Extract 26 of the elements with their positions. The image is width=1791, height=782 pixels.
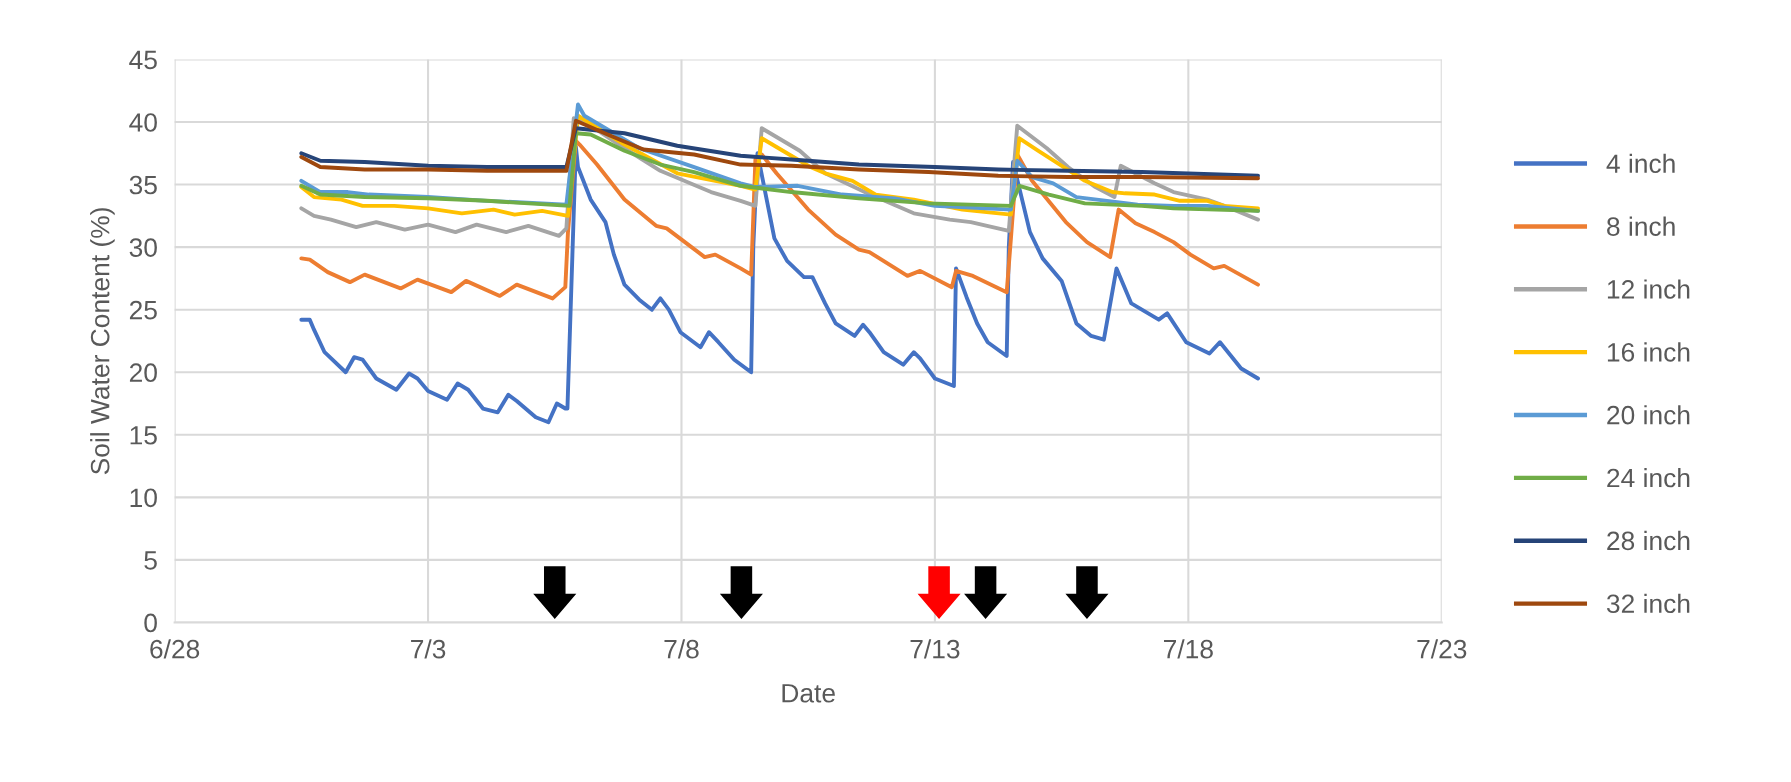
y-axis-title: Soil Water Content (%)	[90, 208, 115, 475]
y-tick-label: 10	[130, 488, 157, 508]
y-tick-label: 30	[129, 238, 157, 257]
x-tick-label: 7/23	[1417, 639, 1467, 659]
x-tick-label: 6/28	[150, 639, 200, 659]
y-tick-label: 20	[129, 363, 157, 383]
legend-label: 20 inch	[1607, 405, 1690, 425]
y-tick-label: 5	[144, 551, 157, 570]
y-tick-label: 25	[129, 300, 157, 320]
y-tick-label: 40	[129, 113, 157, 132]
x-tick-label: 7/13	[910, 639, 960, 659]
y-tick-label: 15	[130, 426, 157, 445]
x-tick-label: 7/18	[1164, 639, 1213, 659]
y-tick-label: 0	[144, 613, 157, 633]
y-tick-label: 45	[129, 50, 157, 70]
legend-label: 8 inch	[1607, 216, 1675, 236]
legend-label: 28 inch	[1607, 530, 1690, 551]
x-tick-label: 7/3	[411, 639, 446, 659]
legend-label: 16 inch	[1607, 342, 1690, 362]
legend-label: 12 inch	[1607, 279, 1690, 299]
y-tick-label: 35	[129, 175, 157, 195]
legend-label: 4 inch	[1606, 153, 1675, 174]
legend-label: 32 inch	[1606, 593, 1690, 614]
x-tick-label: 7/8	[664, 639, 699, 659]
x-axis-title: Date	[782, 684, 835, 703]
legend-label: 24 inch	[1607, 467, 1690, 488]
